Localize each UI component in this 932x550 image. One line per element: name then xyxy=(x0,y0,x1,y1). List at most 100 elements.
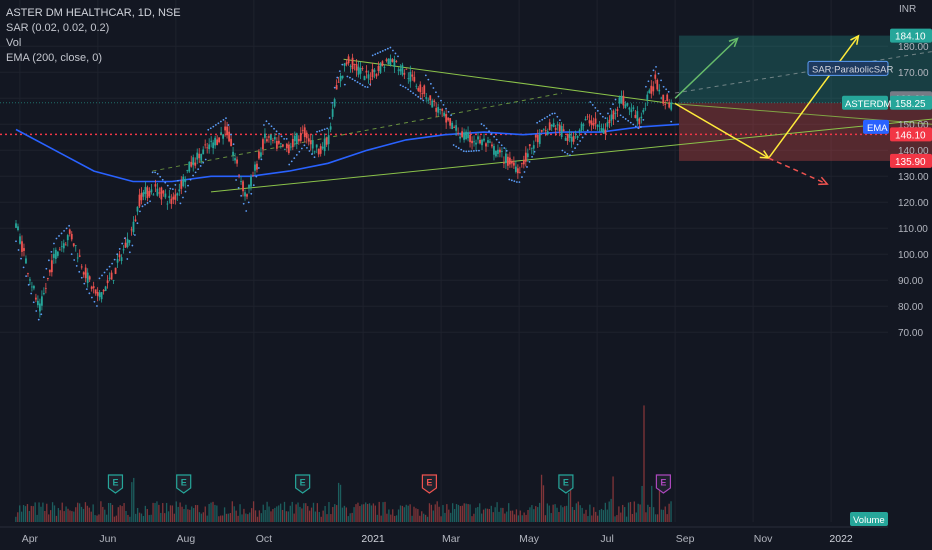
price-label-box[interactable] xyxy=(890,28,932,43)
sar-dot xyxy=(156,172,159,175)
candle-body xyxy=(622,95,625,106)
volume-bar xyxy=(517,515,520,522)
volume-bar xyxy=(428,503,431,522)
candle-body xyxy=(54,249,57,259)
earnings-marker[interactable] xyxy=(655,474,671,494)
sar-dot xyxy=(475,149,478,152)
target-arrow-head[interactable] xyxy=(728,37,739,48)
sar-dot xyxy=(93,300,96,303)
dashed-extension-line[interactable] xyxy=(675,51,932,94)
volume-bar xyxy=(494,507,496,522)
breakdown-arrow[interactable] xyxy=(768,157,828,185)
volume-bar xyxy=(595,511,597,522)
price-label-box[interactable] xyxy=(890,95,932,110)
time-axis[interactable]: Apr Jun Aug Oct 2021 Mar May Jul Sep Nov 2022 xyxy=(0,526,888,545)
candle-body xyxy=(407,78,410,80)
volume-bar xyxy=(274,507,276,522)
sar-dot xyxy=(85,288,88,291)
price-label-box[interactable] xyxy=(890,153,932,168)
volume-tag-box[interactable] xyxy=(850,512,888,526)
sar-dot xyxy=(657,72,660,75)
candle-body xyxy=(505,153,507,164)
candle-body xyxy=(526,153,529,158)
upper-trendline[interactable] xyxy=(343,58,672,104)
sar-dot xyxy=(399,84,402,87)
volume-bar xyxy=(436,501,438,522)
volume-bar xyxy=(285,511,288,522)
volume-bar xyxy=(61,502,63,522)
candle-body xyxy=(339,75,342,82)
ema-line[interactable] xyxy=(15,123,680,183)
sar-dot xyxy=(470,150,473,152)
earnings-marker[interactable] xyxy=(295,474,311,494)
volume-bar xyxy=(380,515,382,522)
candle-body xyxy=(375,73,378,77)
volume-bar xyxy=(500,507,502,522)
symbol-title[interactable]: ASTER DM HEALTHCAR, 1D, NSE xyxy=(6,7,181,19)
candle-body xyxy=(142,192,145,197)
volume-bar xyxy=(22,505,25,522)
sar-dot xyxy=(645,85,647,88)
volume-bar xyxy=(53,505,56,522)
candle-body xyxy=(130,229,133,231)
long-position-zones[interactable] xyxy=(679,35,932,161)
candle-body xyxy=(106,280,109,284)
sar-dot xyxy=(252,184,255,187)
candle-body xyxy=(558,124,561,132)
dashed-channel-line[interactable] xyxy=(152,92,563,172)
volume-bar xyxy=(492,512,494,522)
ema-tag-box[interactable] xyxy=(863,119,889,134)
volume-bar xyxy=(17,512,19,522)
volume-bar xyxy=(216,505,218,522)
candle-body xyxy=(620,95,623,104)
volume-bar xyxy=(94,515,96,522)
volume-bar xyxy=(154,503,156,522)
sar-dot xyxy=(268,122,270,125)
candle-body xyxy=(387,58,390,65)
price-axis[interactable]: 70.00 80.00 90.00 100.00 110.00 120.00 130.00 1… xyxy=(807,28,932,526)
candle-body xyxy=(120,257,123,262)
sar-dot xyxy=(55,237,58,240)
volume-bar xyxy=(305,503,307,522)
lower-trendline[interactable] xyxy=(210,118,932,193)
rebound-arrow-head[interactable] xyxy=(850,34,860,45)
earnings-marker[interactable] xyxy=(107,474,124,494)
sar-dot xyxy=(389,46,392,49)
target-arrow[interactable] xyxy=(674,37,739,99)
earnings-marker[interactable] xyxy=(176,474,192,494)
earnings-marker[interactable] xyxy=(421,474,437,494)
candle-body xyxy=(630,109,633,113)
candle-body xyxy=(325,137,328,145)
sar-dot xyxy=(442,103,445,106)
drop-arrow[interactable] xyxy=(674,102,770,159)
candle-body xyxy=(194,162,197,166)
ema-tag-text: EMA xyxy=(867,123,888,134)
candle-body xyxy=(457,132,460,134)
breakdown-arrow-head[interactable] xyxy=(818,176,829,186)
volume-bar xyxy=(390,514,392,522)
volume-bar xyxy=(413,506,415,522)
sar-dot xyxy=(349,76,351,79)
volume-bar xyxy=(562,507,564,522)
price-label-box[interactable] xyxy=(890,127,932,142)
sar-dot xyxy=(392,49,394,52)
sar-dot xyxy=(619,114,622,117)
candle-body xyxy=(395,61,398,62)
rebound-arrow[interactable] xyxy=(768,35,860,159)
volume-bar xyxy=(411,515,413,522)
volume-bar xyxy=(511,510,514,522)
symbol-tag-box[interactable] xyxy=(842,95,888,110)
sar-tag-box[interactable] xyxy=(807,60,889,76)
volume-bar xyxy=(171,505,174,522)
ema-indicator-label[interactable]: EMA (200, close, 0) xyxy=(6,52,102,64)
volume-indicator-label[interactable]: Vol xyxy=(6,37,22,49)
drawing-lines[interactable] xyxy=(0,34,932,193)
earnings-marker[interactable] xyxy=(558,474,574,494)
candle-body xyxy=(351,57,354,70)
volume-bar xyxy=(239,504,241,522)
sar-indicator-label[interactable]: SAR (0.02, 0.02, 0.2) xyxy=(6,22,110,34)
target-zone[interactable] xyxy=(679,35,932,103)
candle-body xyxy=(656,79,659,90)
